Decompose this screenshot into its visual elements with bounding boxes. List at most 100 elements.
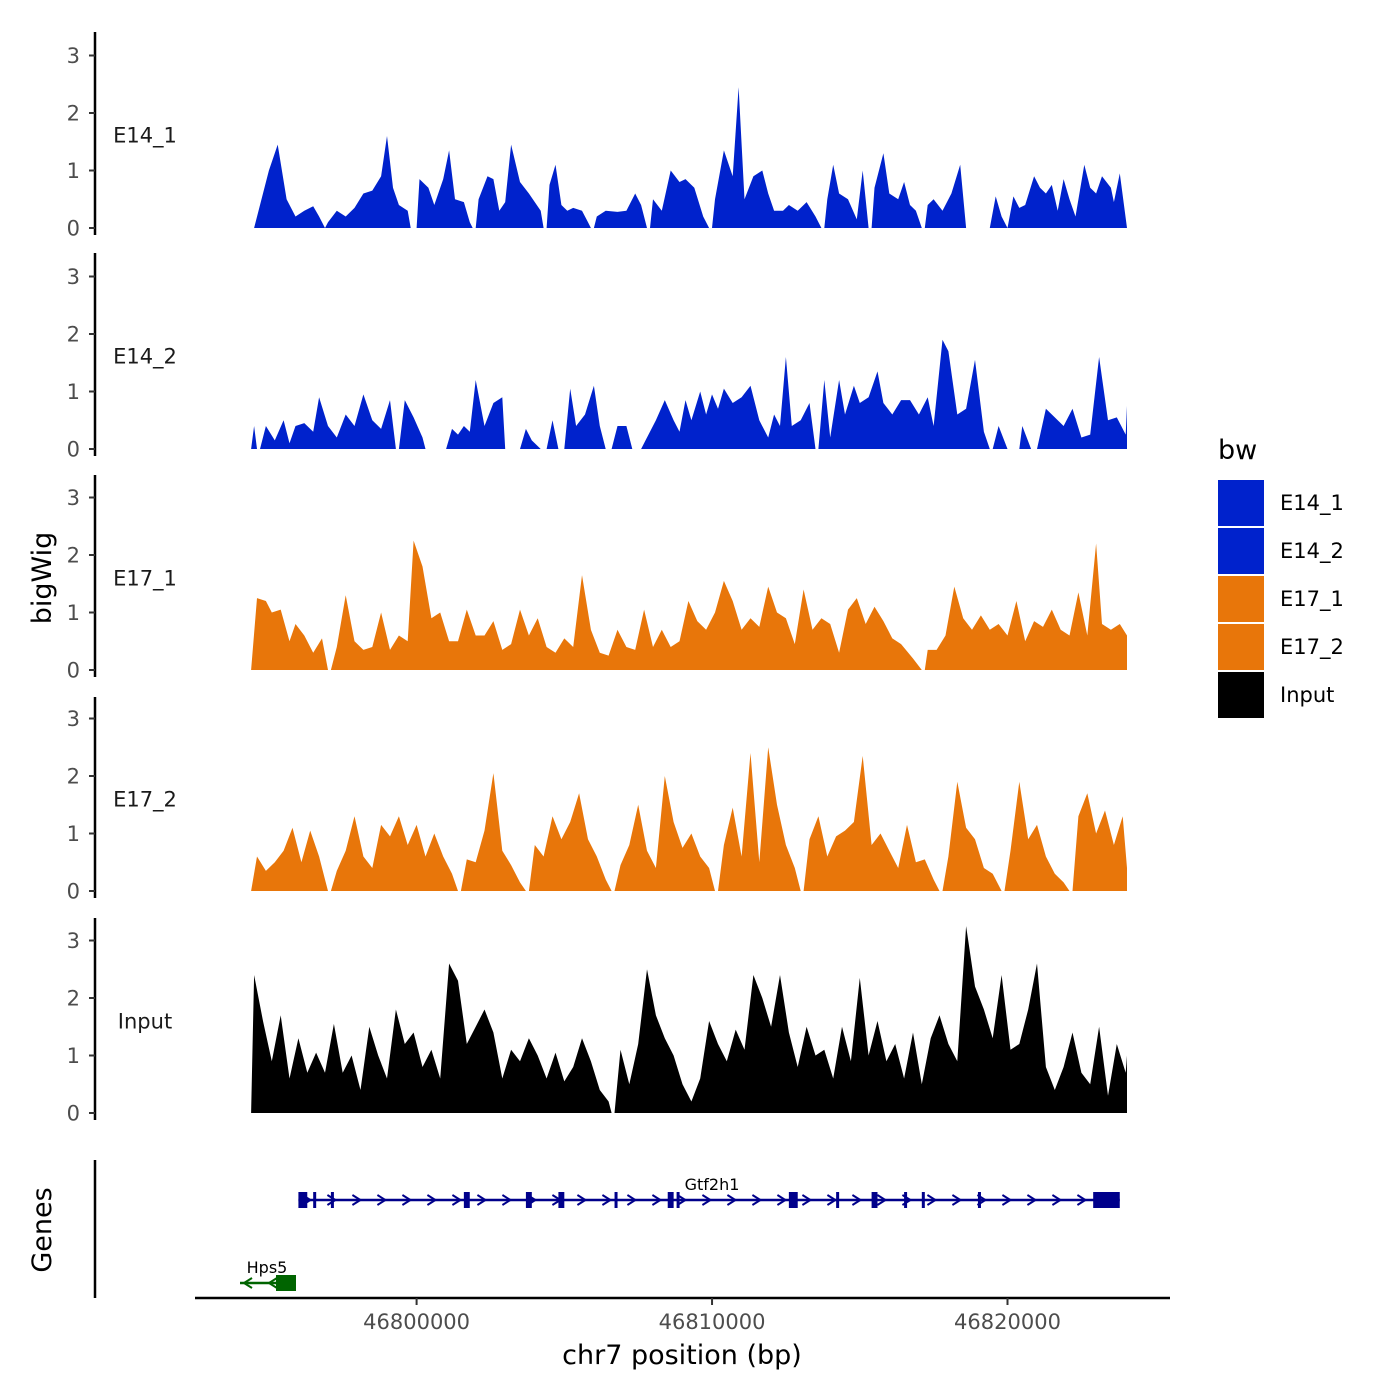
strand-arrow (1076, 1194, 1088, 1206)
x-tick-label: 46800000 (363, 1310, 470, 1334)
strand-arrow (826, 1194, 838, 1206)
strand-arrow (776, 1194, 788, 1206)
strand-arrow (701, 1194, 713, 1206)
x-axis: 46800000 46810000 46820000 (195, 1296, 1170, 1334)
strand-arrow (751, 1194, 763, 1206)
strand-arrow (501, 1194, 513, 1206)
strand-arrow (451, 1194, 463, 1206)
legend-label: Input (1280, 683, 1334, 707)
strand-arrow (801, 1194, 813, 1206)
track-E14_2: 0 1 2 3 E14_2 (67, 253, 1128, 462)
y-tick-label: 3 (67, 707, 80, 731)
y-tick-label: 3 (67, 265, 80, 289)
coverage-area-Input (251, 926, 1128, 1113)
gene-exon (788, 1192, 798, 1208)
gene-exon (276, 1275, 296, 1291)
coverage-panels: 0 1 2 3 E14_1 0 1 2 3 E14_2 0 1 2 3 E17_1 0 1 2 3 E17_2 0 1 2 3… (67, 32, 1128, 1126)
strand-arrow (926, 1194, 938, 1206)
track-E14_1: 0 1 2 3 E14_1 (67, 32, 1128, 241)
y-tick-label: 0 (67, 659, 80, 683)
gene-exon (525, 1192, 532, 1208)
strand-arrow (1051, 1194, 1063, 1206)
strand-arrow (676, 1194, 688, 1206)
gene-exon (614, 1192, 618, 1208)
coverage-area-E14_1 (254, 87, 1128, 228)
strand-arrow (1026, 1194, 1038, 1206)
gene-exon (676, 1192, 680, 1208)
strand-arrow (601, 1194, 613, 1206)
legend: bw E14_1 E14_2 E17_1 E17_2 Input (1218, 435, 1344, 718)
strand-arrow (576, 1194, 588, 1206)
strand-arrow (242, 1277, 253, 1289)
x-tick-label: 46810000 (659, 1310, 766, 1334)
track-E17_1: 0 1 2 3 E17_1 (67, 475, 1128, 683)
coverage-area-E14_2 (251, 311, 1128, 449)
strand-arrow (376, 1194, 388, 1206)
y-tick-label: 3 (67, 44, 80, 68)
strand-arrow (626, 1194, 638, 1206)
coverage-area-E17_2 (251, 747, 1128, 891)
y-tick-label: 2 (67, 765, 80, 789)
gene-track: Gtf2h1 Hps5 (93, 1160, 1120, 1298)
gene-exon (558, 1192, 565, 1208)
legend-label: E17_2 (1280, 635, 1344, 660)
legend-swatch-Input (1218, 672, 1264, 718)
strand-arrow (951, 1194, 963, 1206)
y-tick-label: 0 (67, 217, 80, 241)
y-tick-label: 1 (67, 822, 80, 846)
strand-arrow (351, 1194, 363, 1206)
coverage-area-E17_1 (251, 540, 1128, 670)
gene-exon (463, 1192, 470, 1208)
track-E17_2: 0 1 2 3 E17_2 (67, 697, 1128, 904)
genes-track-title: Genes (27, 1187, 58, 1272)
legend-swatch-E17_2 (1218, 624, 1264, 670)
strand-arrow (326, 1194, 338, 1206)
y-tick-label: 1 (67, 159, 80, 183)
y-tick-label: 0 (67, 438, 80, 462)
legend-label: E14_2 (1280, 539, 1344, 564)
gene-name-label: Hps5 (247, 1258, 288, 1277)
strand-arrow (1001, 1194, 1013, 1206)
gene-exon (871, 1192, 878, 1208)
legend-swatch-E17_1 (1218, 576, 1264, 622)
y-tick-label: 3 (67, 929, 80, 953)
gene-exon (836, 1192, 840, 1208)
y-tick-label: 2 (67, 102, 80, 126)
gene-Hps5: Hps5 (240, 1258, 296, 1291)
gene-exon (921, 1192, 925, 1208)
strand-arrow (876, 1194, 888, 1206)
y-tick-label: 1 (67, 1044, 80, 1068)
gene-Gtf2h1: Gtf2h1 (298, 1175, 1120, 1208)
strand-arrow (401, 1194, 413, 1206)
x-axis-title: chr7 position (bp) (562, 1340, 802, 1371)
y-tick-label: 2 (67, 544, 80, 568)
gene-exon (977, 1192, 981, 1208)
y-tick-label: 2 (67, 323, 80, 347)
gene-exon (667, 1192, 674, 1208)
legend-swatch-E14_2 (1218, 528, 1264, 574)
legend-label: E14_1 (1280, 491, 1344, 516)
gene-exon (313, 1192, 317, 1208)
track-label: E14_1 (113, 124, 177, 149)
x-tick-label: 46820000 (954, 1310, 1061, 1334)
y-tick-label: 0 (67, 880, 80, 904)
gene-exon (298, 1192, 308, 1208)
strand-arrow (476, 1194, 488, 1206)
gene-exon (1093, 1192, 1120, 1208)
y-tick-label: 1 (67, 601, 80, 625)
strand-arrow (426, 1194, 438, 1206)
y-tick-label: 2 (67, 987, 80, 1011)
y-axis-title: bigWig (27, 532, 58, 625)
gene-exon (904, 1192, 908, 1208)
track-Input: 0 1 2 3 Input (67, 918, 1128, 1126)
strand-arrow (726, 1194, 738, 1206)
track-label: Input (118, 1010, 172, 1034)
gene-exon (330, 1192, 334, 1208)
legend-swatch-E14_1 (1218, 480, 1264, 526)
strand-arrow (651, 1194, 663, 1206)
legend-title: bw (1218, 435, 1257, 466)
track-label: E17_1 (113, 567, 177, 592)
strand-arrow (851, 1194, 863, 1206)
strand-arrow (267, 1277, 278, 1289)
